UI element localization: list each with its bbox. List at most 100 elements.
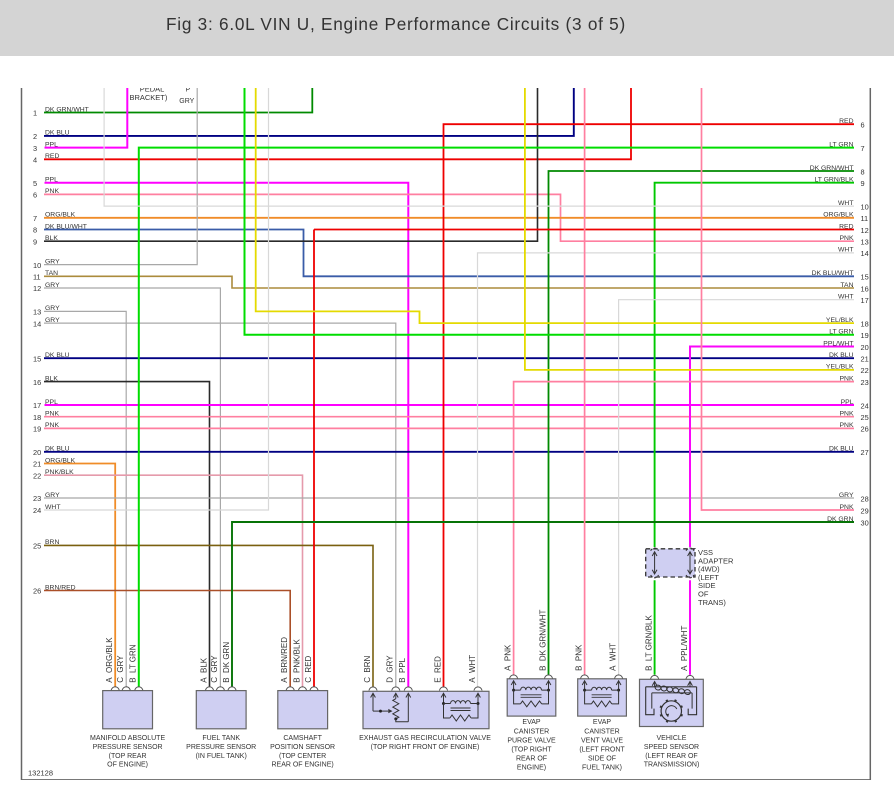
- svg-text:WHT: WHT: [838, 294, 853, 301]
- svg-text:29: 29: [861, 506, 869, 515]
- svg-text:B PNK/BLK: B PNK/BLK: [292, 639, 301, 683]
- svg-text:LT GRN: LT GRN: [829, 141, 853, 148]
- svg-text:DK BLU/WHT: DK BLU/WHT: [45, 223, 87, 230]
- svg-text:ORG/BLK: ORG/BLK: [823, 212, 854, 219]
- svg-text:3: 3: [33, 144, 37, 153]
- svg-text:YEL/BLK: YEL/BLK: [826, 364, 854, 371]
- svg-text:16: 16: [861, 284, 869, 293]
- svg-text:FUEL TANK): FUEL TANK): [582, 765, 622, 772]
- svg-text:PNK: PNK: [840, 422, 854, 429]
- svg-text:ORG/BLK: ORG/BLK: [45, 212, 76, 219]
- svg-text:PPL: PPL: [45, 399, 58, 406]
- svg-text:7: 7: [861, 144, 865, 153]
- svg-text:26: 26: [33, 587, 41, 596]
- svg-text:6: 6: [33, 191, 37, 200]
- svg-text:17: 17: [33, 401, 41, 410]
- svg-text:PRESSURE SENSOR: PRESSURE SENSOR: [186, 744, 256, 751]
- svg-text:C GRY: C GRY: [116, 655, 125, 683]
- svg-text:30: 30: [861, 518, 869, 527]
- svg-text:19: 19: [861, 331, 869, 340]
- svg-text:16: 16: [33, 378, 41, 387]
- svg-text:8: 8: [33, 226, 37, 235]
- svg-text:A WHT: A WHT: [468, 655, 477, 683]
- svg-text:21: 21: [861, 355, 869, 364]
- svg-text:15: 15: [861, 273, 869, 282]
- svg-text:GRY: GRY: [45, 492, 60, 499]
- svg-text:OF ENGINE): OF ENGINE): [107, 762, 148, 769]
- svg-text:GRY: GRY: [45, 317, 60, 324]
- svg-text:ADAPTER: ADAPTER: [698, 556, 734, 565]
- svg-text:15: 15: [33, 354, 41, 363]
- svg-text:PNK: PNK: [840, 411, 854, 418]
- svg-text:REAR OF ENGINE): REAR OF ENGINE): [271, 762, 333, 769]
- svg-text:C RED: C RED: [304, 655, 313, 682]
- svg-text:PNK/BLK: PNK/BLK: [45, 469, 74, 476]
- svg-text:PPL: PPL: [45, 177, 58, 184]
- svg-text:BRACKET): BRACKET): [129, 93, 167, 102]
- svg-text:13: 13: [33, 308, 41, 317]
- svg-text:B LT GRN: B LT GRN: [129, 644, 138, 683]
- svg-text:P: P: [186, 87, 191, 94]
- svg-text:PURGE VALVE: PURGE VALVE: [507, 737, 556, 744]
- svg-text:PRESSURE SENSOR: PRESSURE SENSOR: [93, 744, 163, 751]
- svg-text:A PPL/WHT: A PPL/WHT: [680, 625, 689, 670]
- svg-text:GRY: GRY: [45, 282, 60, 289]
- svg-text:A BRN/RED: A BRN/RED: [280, 637, 289, 683]
- svg-text:23: 23: [861, 378, 869, 387]
- svg-text:10: 10: [861, 202, 869, 211]
- svg-text:11: 11: [861, 214, 869, 223]
- svg-text:CAMSHAFT: CAMSHAFT: [283, 735, 322, 742]
- svg-text:SIDE: SIDE: [698, 581, 716, 590]
- svg-text:OF: OF: [698, 590, 709, 599]
- svg-text:18: 18: [861, 319, 869, 328]
- svg-text:28: 28: [861, 494, 869, 503]
- svg-text:24: 24: [33, 506, 41, 515]
- svg-text:19: 19: [33, 425, 41, 434]
- svg-text:PPL: PPL: [841, 399, 854, 406]
- svg-text:24: 24: [861, 401, 869, 410]
- svg-text:BLK: BLK: [45, 375, 58, 382]
- svg-text:DK GRN/WHT: DK GRN/WHT: [810, 165, 854, 172]
- svg-text:A ORG/BLK: A ORG/BLK: [105, 637, 114, 683]
- svg-text:2: 2: [33, 132, 37, 141]
- svg-text:21: 21: [33, 460, 41, 469]
- svg-text:8: 8: [861, 167, 865, 176]
- svg-text:RED: RED: [839, 223, 853, 230]
- svg-text:POSITION SENSOR: POSITION SENSOR: [270, 744, 335, 751]
- svg-text:DK GRN/WHT: DK GRN/WHT: [45, 106, 89, 113]
- svg-text:WHT: WHT: [838, 200, 853, 207]
- svg-text:LT GRN: LT GRN: [829, 329, 853, 336]
- svg-text:PNK: PNK: [840, 235, 854, 242]
- svg-text:22: 22: [861, 366, 869, 375]
- svg-text:B DK GRN/WHT: B DK GRN/WHT: [538, 609, 547, 670]
- svg-text:(TOP CENTER: (TOP CENTER: [279, 753, 326, 760]
- svg-text:PPL/WHT: PPL/WHT: [823, 340, 853, 347]
- svg-text:PNK: PNK: [45, 422, 59, 429]
- svg-text:B PNK: B PNK: [574, 644, 583, 671]
- svg-text:(LEFT REAR OF: (LEFT REAR OF: [645, 753, 697, 760]
- svg-text:A BLK: A BLK: [199, 657, 208, 683]
- svg-text:TRANS): TRANS): [698, 598, 726, 607]
- svg-text:27: 27: [861, 448, 869, 457]
- svg-text:ORG/BLK: ORG/BLK: [45, 457, 76, 464]
- svg-text:10: 10: [33, 261, 41, 270]
- svg-text:DK BLU/WHT: DK BLU/WHT: [812, 270, 854, 277]
- svg-text:PNK: PNK: [45, 411, 59, 418]
- svg-text:9: 9: [33, 237, 37, 246]
- svg-text:17: 17: [861, 296, 869, 305]
- svg-text:DK BLU: DK BLU: [45, 352, 70, 359]
- svg-text:7: 7: [33, 214, 37, 223]
- svg-text:VSS: VSS: [698, 548, 713, 557]
- svg-text:(LEFT FRONT: (LEFT FRONT: [579, 747, 625, 754]
- svg-text:12: 12: [33, 284, 41, 293]
- svg-text:LT GRN/BLK: LT GRN/BLK: [814, 177, 853, 184]
- svg-text:ENGINE): ENGINE): [517, 765, 546, 772]
- svg-text:26: 26: [861, 425, 869, 434]
- svg-text:14: 14: [861, 249, 869, 258]
- svg-text:EVAP: EVAP: [522, 719, 540, 726]
- svg-text:25: 25: [33, 542, 41, 551]
- svg-text:DK BLU: DK BLU: [45, 130, 70, 137]
- svg-text:TAN: TAN: [45, 270, 58, 277]
- svg-text:YEL/BLK: YEL/BLK: [826, 317, 854, 324]
- svg-text:20: 20: [861, 343, 869, 352]
